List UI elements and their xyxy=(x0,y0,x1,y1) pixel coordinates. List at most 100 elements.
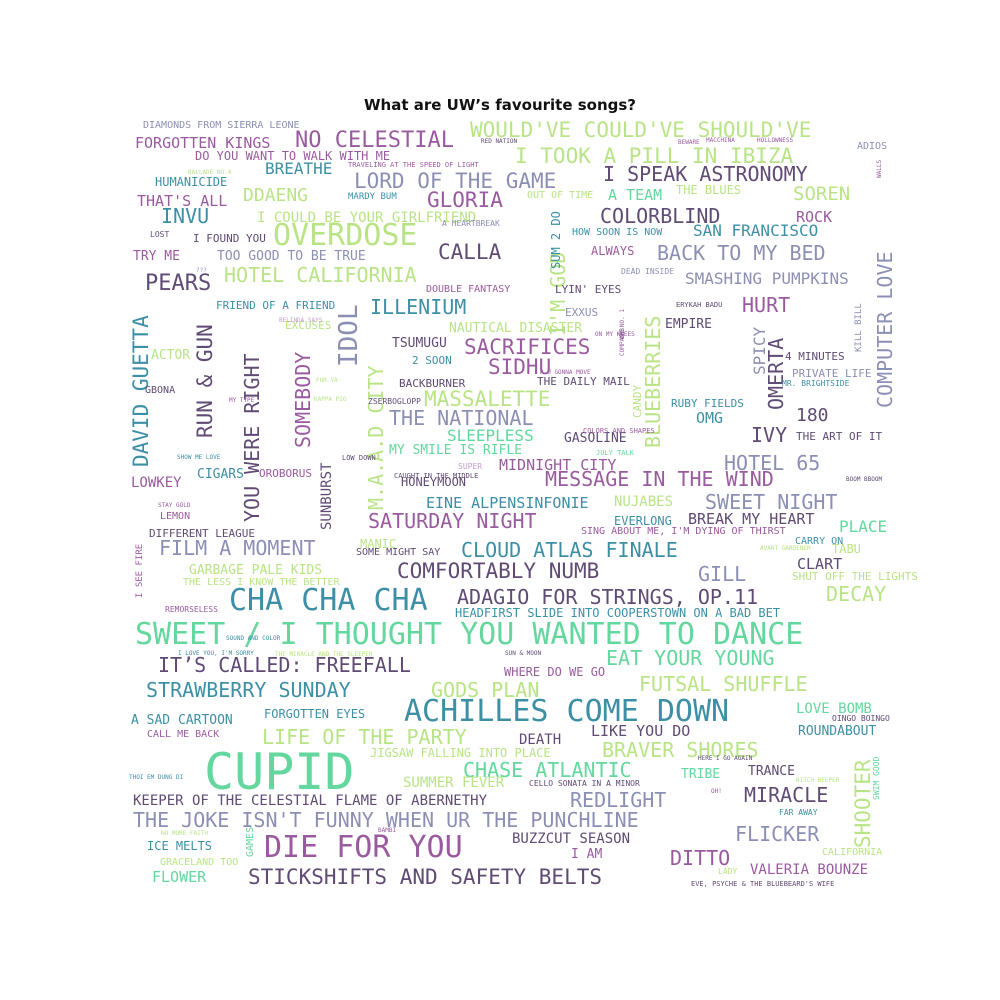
word-boom-bboom: BOOM BBOOM xyxy=(846,476,883,483)
word-illenium: ILLENIUM xyxy=(370,295,467,319)
word-friend-of-a-friend: FRIEND OF A FRIEND xyxy=(216,299,336,312)
word-out-of-time: OUT OF TIME xyxy=(527,190,594,201)
word-different-league: DIFFERENT LEAGUE xyxy=(149,527,255,540)
word-roundabout: ROUNDABOUT xyxy=(798,724,877,739)
word-braver-shores: BRAVER SHORES xyxy=(602,738,759,762)
word-nautical-disaster: NAUTICAL DISASTER xyxy=(449,321,583,336)
word-san-francisco: SAN FRANCISCO xyxy=(693,221,819,240)
word-smashing-pumpkins: SMASHING PUMPKINS xyxy=(685,269,849,288)
word-i-am: I AM xyxy=(571,847,603,862)
word-film-a-moment: FILM A MOMENT xyxy=(159,536,316,560)
word-mardy-bum: MARDY BUM xyxy=(348,192,397,202)
word-ditto: DITTO xyxy=(670,846,731,870)
word-a-team: A TEAM xyxy=(608,186,663,204)
word-honeymoon: HONEYMOON xyxy=(401,475,467,489)
word-exxus: EXXUS xyxy=(565,306,599,319)
word-shut-off-the-lights: SHUT OFF THE LIGHTS xyxy=(792,570,918,583)
word-flower: FLOWER xyxy=(152,868,207,886)
word-calla: CALLA xyxy=(438,240,502,264)
word-ddaeng: DDAENG xyxy=(243,185,309,206)
word-eat-your-young: EAT YOUR YOUNG xyxy=(606,646,775,670)
word-trance: TRANCE xyxy=(748,764,795,779)
word-invu: INVU xyxy=(161,204,210,228)
word-computer-love: COMPUTER LOVE xyxy=(873,251,897,408)
word-run-gun: RUN & GUN xyxy=(193,324,217,438)
word-everlong: EVERLONG xyxy=(614,514,672,528)
word-strawberry-sunday: STRAWBERRY SUNDAY xyxy=(146,678,351,702)
word-lowkey: LOWKEY xyxy=(131,475,182,491)
word-gods-plan: GODS PLAN xyxy=(431,678,540,702)
word-cupid: CUPID xyxy=(204,743,355,801)
word-pears: PEARS xyxy=(145,271,212,296)
word-the-less-i-know-the-better: THE LESS I KNOW THE BETTER xyxy=(183,577,340,588)
word-4-minutes: 4 MINUTES xyxy=(785,350,845,363)
word-tabu: TABU xyxy=(832,542,861,556)
word-break-my-heart: BREAK MY HEART xyxy=(688,510,815,528)
word-swim-good: SWIM GOOD xyxy=(872,756,881,800)
word-lemon: LEMON xyxy=(160,511,191,522)
word-no-celestial: NO CELESTIAL xyxy=(295,128,454,153)
word-oingo-boingo: OINGO BOINGO xyxy=(832,714,890,723)
word-bitch-beeper: BITCH BEEPER xyxy=(796,777,840,784)
word-tsumugu: TSUMUGU xyxy=(392,336,447,351)
word-ballade-no-4: BALLADE NO.4 xyxy=(188,169,232,176)
word-life-of-the-party: LIFE OF THE PARTY xyxy=(262,725,467,749)
word-erykah-badu: ERYKAH BADU xyxy=(676,301,723,309)
word-lady: LADY xyxy=(718,867,738,876)
word-sweet-night: SWEET NIGHT xyxy=(705,490,838,514)
word-: ??? xyxy=(196,267,207,274)
word-i-took-a-pill-in-ibiza: I TOOK A PILL IN IBIZA xyxy=(515,144,794,168)
word-humanicide: HUMANICIDE xyxy=(155,175,228,189)
word-garbage-pale-kids: GARBAGE PALE KIDS xyxy=(189,563,323,578)
word-low-down: LOW DOWN xyxy=(342,454,376,462)
word-excuses: EXCUSES xyxy=(285,319,332,332)
word-massalette: MASSALETTE xyxy=(424,387,551,411)
word-a-sad-cartoon: A SAD CARTOON xyxy=(131,713,233,728)
word-midnight-city: MIDNIGHT CITY xyxy=(499,456,617,474)
word-california: CALIFORNIA xyxy=(822,847,883,858)
word-nujabes: NUJABES xyxy=(614,494,674,510)
word-oroborus: OROBORUS xyxy=(259,467,312,480)
word-back-to-my-bed: BACK TO MY BED xyxy=(657,241,826,265)
word-i-love-you-i-m-sorry: I LOVE YOU, I'M SORRY xyxy=(178,650,254,657)
word-chase-atlantic: CHASE ATLANTIC xyxy=(463,758,632,782)
word-too-good-to-be-true: TOO GOOD TO BE TRUE xyxy=(217,249,366,264)
word-colors-and-shapes: COLORS AND SHAPES xyxy=(583,427,655,435)
word-i-could-be-your-girlfriend: I COULD BE YOUR GIRLFRIEND xyxy=(257,210,477,226)
word-sun-moon: SUN & MOON xyxy=(505,650,542,657)
word-hurt: HURT xyxy=(742,293,791,317)
word-gasoline: GASOLINE xyxy=(564,431,627,446)
word-my-type: MY TYPE xyxy=(229,397,255,404)
word-sound-and-color: SOUND AND COLOR xyxy=(226,635,281,642)
word-a-heartbreak: A HEARTBREAK xyxy=(442,219,500,228)
word-remorseless: REMORSELESS xyxy=(165,605,218,614)
word-dead-inside: DEAD INSIDE xyxy=(621,267,674,276)
word-die-for-you: DIE FOR YOU xyxy=(264,830,463,865)
word-the-joke-isn-t-funny-when-ur-the-punchline: THE JOKE ISN'T FUNNY WHEN UR THE PUNCHLI… xyxy=(133,808,639,832)
word-colorblind: COLORBLIND xyxy=(600,204,721,228)
word-belinda-says: BELINDA SAYS xyxy=(279,317,323,324)
word-the-miracle-and-the-sleeper: THE MIRACLE AND THE SLEEPER xyxy=(275,651,373,658)
word-cha-cha-cha: CHA CHA CHA xyxy=(229,583,428,618)
word-lyin-eyes: LYIN' EYES xyxy=(555,283,622,296)
word-macchina: MACCHINA xyxy=(706,137,735,144)
word-games: GAMES xyxy=(245,826,256,857)
word-ruby-fields: RUBY FIELDS xyxy=(671,397,744,410)
word-forgotten-kings: FORGOTTEN KINGS xyxy=(135,134,271,152)
word-ice-melts: ICE MELTS xyxy=(147,839,213,853)
word-i-speak-astronomy: I SPEAK ASTRONOMY xyxy=(603,162,808,186)
word-overdose: OVERDOSE xyxy=(273,218,418,253)
word-clart: CLART xyxy=(797,555,843,573)
word-diamonds-from-sierra-leone: DIAMONDS FROM SIERRA LEONE xyxy=(143,120,300,131)
word-zserboglopp: ZSERBOGLOPP xyxy=(368,397,421,406)
word-for-ya: FOR YA xyxy=(316,377,338,384)
word-bambi: BAMBI xyxy=(378,827,397,834)
word-july-talk: JULY TALK xyxy=(596,449,634,457)
word-far-away: FAR AWAY xyxy=(779,808,818,817)
word-double-fantasy: DOUBLE FANTASY xyxy=(426,284,511,295)
word-walls: WALLS xyxy=(876,159,883,178)
word-graceland-too: GRACELAND TOO xyxy=(160,857,239,868)
word-some-might-say: SOME MIGHT SAY xyxy=(356,547,441,558)
word-actor: ACTOR xyxy=(151,348,191,363)
